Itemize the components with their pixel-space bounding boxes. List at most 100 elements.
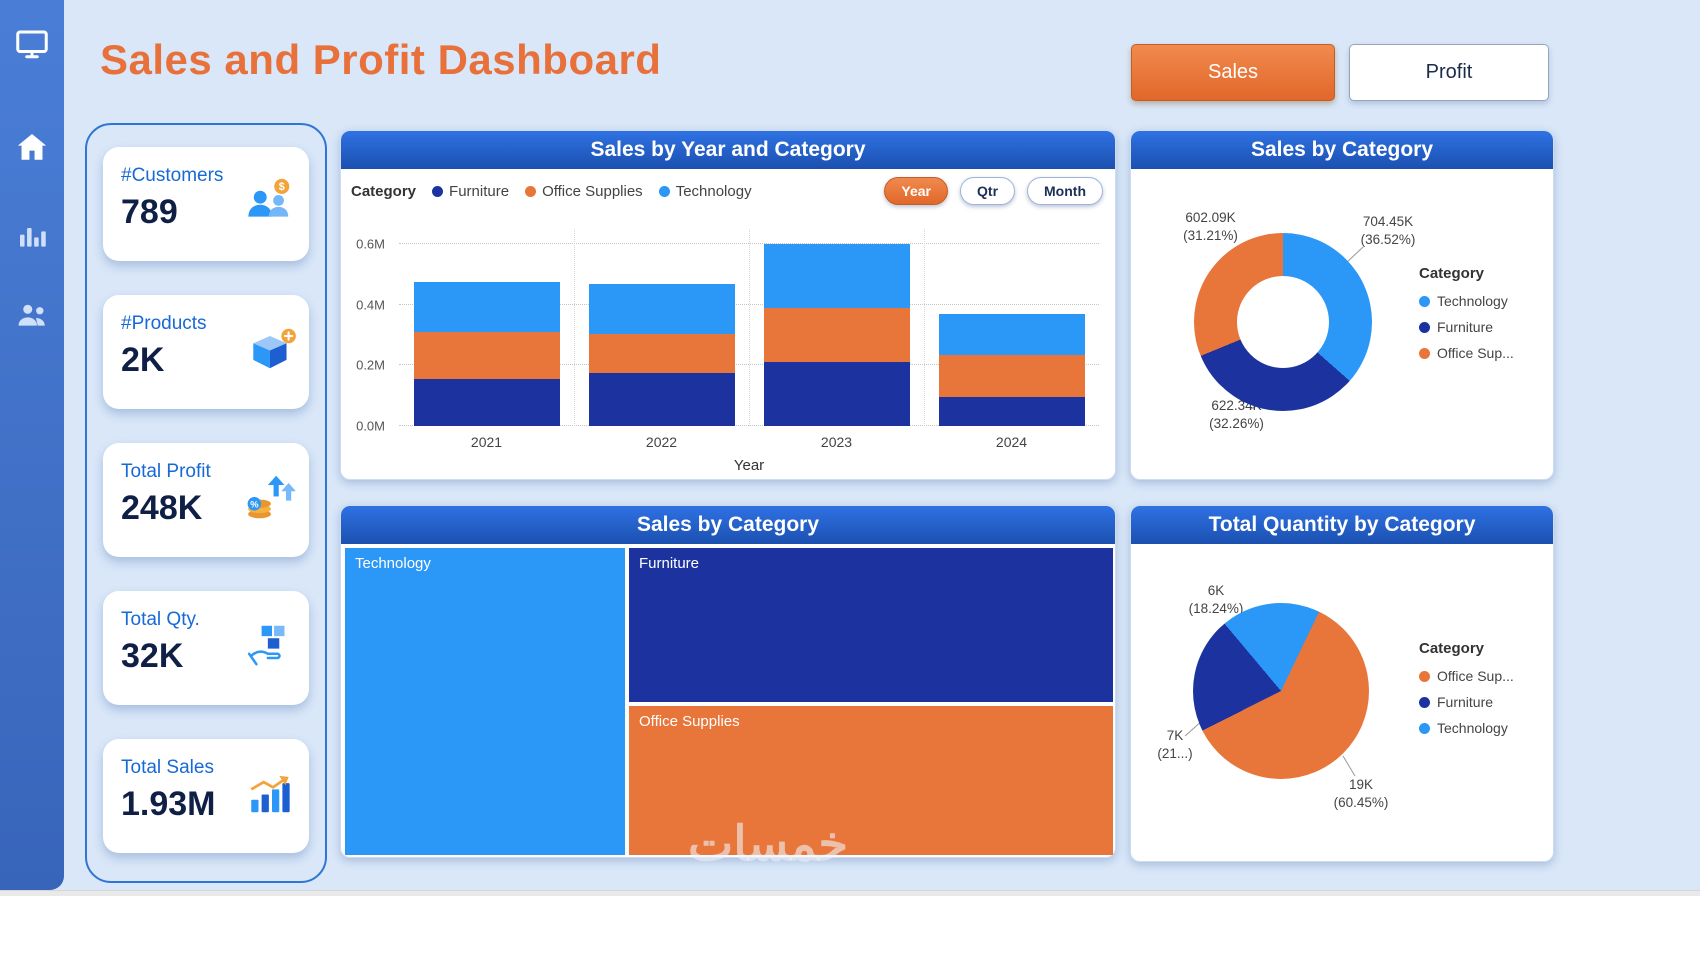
pie-callout-furniture: 7K (21...) — [1157, 728, 1193, 762]
svg-text:%: % — [250, 499, 259, 509]
donut-chart[interactable] — [1194, 233, 1372, 411]
y-tick-label: 0.6M — [356, 236, 385, 252]
legend-item-technology[interactable]: Technology — [1419, 293, 1514, 309]
bar-segment-office-supplies[interactable] — [938, 354, 1085, 398]
stacked-bar-2023[interactable] — [763, 229, 910, 426]
sales-by-category-donut-card: Sales by Category 602.09K (31.21%) 704.4… — [1130, 130, 1554, 480]
svg-text:$: $ — [279, 181, 285, 193]
kpi-value: 248K — [121, 489, 203, 527]
y-tick-label: 0.2M — [356, 357, 385, 373]
monitor-icon[interactable] — [0, 26, 64, 62]
pie-chart[interactable] — [1193, 603, 1369, 779]
legend-title: Category — [1419, 265, 1485, 282]
bar-segment-technology[interactable] — [413, 282, 560, 333]
kpi-card-products: #Products 2K — [103, 295, 309, 409]
donut-callout-technology: 704.45K (36.52%) — [1360, 214, 1416, 248]
products-icon — [245, 327, 299, 378]
legend-item-office-supplies[interactable]: Office Sup... — [1419, 668, 1514, 684]
bar-column-2022: 2022 — [574, 229, 749, 450]
pie-callout-office-supplies: 19K (60.45%) — [1333, 777, 1389, 811]
bar-segment-furniture[interactable] — [938, 397, 1085, 426]
kpi-panel: #Customers 789 $ #Products 2K Total Prof… — [85, 123, 327, 883]
category-separator — [574, 229, 575, 426]
year-button[interactable]: Year — [884, 177, 949, 205]
stacked-bar-2024[interactable] — [938, 229, 1085, 426]
kpi-card-total-sales: Total Sales 1.93M — [103, 739, 309, 853]
bar-column-2023: 2023 — [749, 229, 924, 450]
profit-icon: % — [245, 475, 299, 526]
bar-segment-technology[interactable] — [938, 313, 1085, 355]
technology-dot-icon — [658, 186, 670, 197]
furniture-dot-icon — [1419, 696, 1430, 708]
legend-item-technology[interactable]: Technology — [658, 183, 752, 200]
bar-segment-office-supplies[interactable] — [413, 332, 560, 380]
technology-dot-icon — [1419, 722, 1430, 734]
bar-segment-furniture[interactable] — [413, 379, 560, 426]
kpi-value: 2K — [121, 341, 165, 379]
category-separator — [749, 229, 750, 426]
furniture-dot-icon — [1419, 321, 1430, 333]
month-button[interactable]: Month — [1027, 177, 1103, 205]
home-icon[interactable] — [0, 130, 64, 164]
technology-dot-icon — [1419, 295, 1430, 307]
kpi-card-total-profit: Total Profit 248K % — [103, 443, 309, 557]
pie-title: Total Quantity by Category — [1131, 506, 1553, 544]
legend-label: Office Sup... — [1437, 345, 1514, 361]
sales-toggle-button[interactable]: Sales — [1131, 44, 1335, 101]
legend-title: Category — [351, 183, 417, 200]
customers-icon: $ — [243, 178, 299, 231]
horizontal-scrollbar[interactable] — [0, 890, 1700, 896]
quantity-icon — [245, 623, 299, 674]
treemap-label: Technology — [355, 555, 431, 572]
treemap: Technology Furniture Office Supplies — [341, 544, 1115, 859]
stacked-bar-2021[interactable] — [413, 229, 560, 426]
legend-label: Technology — [1437, 720, 1508, 736]
legend-item-furniture[interactable]: Furniture — [1419, 319, 1514, 335]
bar-segment-technology[interactable] — [763, 244, 910, 308]
treemap-title: Sales by Category — [341, 506, 1115, 544]
donut-legend: Category Technology Furniture Office Sup… — [1419, 265, 1514, 371]
legend-label: Furniture — [1437, 694, 1494, 710]
legend-item-office-supplies[interactable]: Office Supplies — [525, 183, 643, 200]
treemap-block-technology[interactable]: Technology — [345, 548, 625, 855]
bar-plot: 2021 2022 2023 2024 — [399, 229, 1099, 450]
legend-label: Furniture — [449, 183, 510, 200]
bar-segment-office-supplies[interactable] — [588, 333, 735, 373]
legend-item-technology[interactable]: Technology — [1419, 720, 1514, 736]
bar-segment-technology[interactable] — [588, 283, 735, 334]
treemap-block-furniture[interactable]: Furniture — [629, 548, 1113, 702]
category-separator — [924, 229, 925, 426]
kpi-label: #Customers — [121, 165, 224, 186]
bar-chart-legend: Category Furniture Office Supplies Techn… — [351, 183, 752, 200]
bar-segment-furniture[interactable] — [588, 372, 735, 426]
x-tick-label: 2021 — [470, 434, 503, 450]
x-tick-label: 2024 — [995, 434, 1028, 450]
legend-label: Technology — [1437, 293, 1508, 309]
bar-chart-title: Sales by Year and Category — [341, 131, 1115, 169]
dashboard-canvas: Sales and Profit Dashboard Sales Profit … — [0, 0, 1700, 890]
qtr-button[interactable]: Qtr — [960, 177, 1016, 205]
bar-segment-furniture[interactable] — [763, 362, 910, 426]
bar-chart-icon[interactable] — [0, 220, 64, 252]
profit-toggle-button[interactable]: Profit — [1349, 44, 1549, 101]
legend-item-furniture[interactable]: Furniture — [1419, 694, 1514, 710]
bar-column-2021: 2021 — [399, 229, 574, 450]
kpi-label: Total Profit — [121, 461, 211, 482]
kpi-value: 32K — [121, 637, 184, 675]
office-supplies-dot-icon — [1419, 670, 1430, 682]
page-title: Sales and Profit Dashboard — [100, 36, 662, 83]
donut-title: Sales by Category — [1131, 131, 1553, 169]
legend-item-furniture[interactable]: Furniture — [432, 183, 509, 200]
kpi-card-customers: #Customers 789 $ — [103, 147, 309, 261]
stacked-bar-2022[interactable] — [588, 229, 735, 426]
x-axis-title: Year — [733, 457, 765, 474]
legend-label: Technology — [675, 183, 752, 200]
legend-item-office-supplies[interactable]: Office Sup... — [1419, 345, 1514, 361]
y-tick-label: 0.4M — [356, 297, 385, 313]
kpi-label: #Products — [121, 313, 207, 334]
donut-callout-office-supplies: 602.09K (31.21%) — [1183, 210, 1238, 244]
people-icon[interactable] — [0, 298, 64, 332]
treemap-block-office-supplies[interactable]: Office Supplies — [629, 706, 1113, 855]
bar-segment-office-supplies[interactable] — [763, 307, 910, 363]
